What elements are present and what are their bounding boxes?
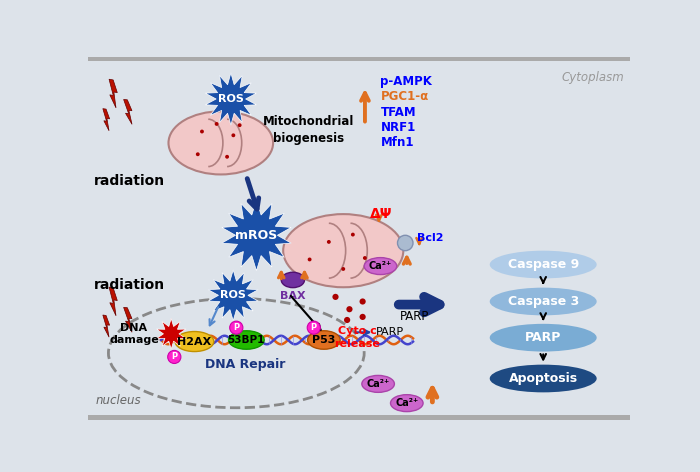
Text: TFAM: TFAM (381, 106, 416, 118)
Text: 53BP1: 53BP1 (228, 335, 265, 345)
Text: PARP: PARP (400, 311, 429, 323)
Polygon shape (124, 100, 132, 124)
Circle shape (363, 256, 367, 260)
Polygon shape (109, 79, 118, 108)
Text: P: P (311, 323, 317, 332)
Text: P53: P53 (312, 335, 335, 345)
Text: Ca²⁺: Ca²⁺ (395, 398, 419, 408)
Circle shape (360, 298, 365, 304)
Ellipse shape (307, 331, 340, 349)
Text: PGC1-α: PGC1-α (381, 90, 428, 103)
Text: p-AMPK: p-AMPK (381, 75, 433, 88)
Text: DNA Repair: DNA Repair (205, 358, 286, 371)
Text: PARP: PARP (376, 327, 404, 337)
Text: Apoptosis: Apoptosis (509, 372, 578, 385)
Circle shape (232, 134, 235, 137)
Circle shape (238, 123, 242, 127)
Text: P: P (172, 353, 177, 362)
Text: nucleus: nucleus (95, 394, 141, 407)
Text: NRF1: NRF1 (381, 121, 416, 134)
Text: BAX: BAX (280, 292, 306, 302)
Ellipse shape (490, 287, 596, 315)
Ellipse shape (490, 324, 596, 352)
Ellipse shape (281, 272, 304, 287)
Polygon shape (205, 73, 257, 125)
Ellipse shape (490, 365, 596, 392)
Text: ΔΨ: ΔΨ (370, 208, 393, 221)
Circle shape (360, 314, 365, 320)
Text: mROS: mROS (235, 229, 278, 242)
Polygon shape (124, 307, 132, 332)
Polygon shape (103, 315, 110, 337)
Circle shape (351, 233, 355, 236)
Circle shape (168, 350, 181, 363)
Circle shape (332, 294, 339, 300)
Text: H2AX: H2AX (177, 337, 211, 346)
Ellipse shape (364, 258, 397, 275)
Text: Ca²⁺: Ca²⁺ (369, 261, 392, 271)
Text: DNA
damage: DNA damage (109, 323, 159, 345)
Bar (88, 415, 630, 420)
Circle shape (225, 155, 229, 159)
Ellipse shape (228, 331, 264, 349)
Text: Caspase 3: Caspase 3 (508, 295, 579, 308)
Ellipse shape (169, 111, 273, 175)
Text: Mfn1: Mfn1 (381, 136, 414, 149)
Text: ROS: ROS (218, 94, 244, 104)
Polygon shape (109, 287, 118, 316)
Polygon shape (222, 200, 291, 271)
Text: PARP: PARP (525, 331, 561, 344)
Ellipse shape (362, 375, 394, 392)
Circle shape (342, 267, 345, 271)
Circle shape (308, 258, 312, 261)
Ellipse shape (490, 251, 596, 278)
Text: P: P (233, 323, 239, 332)
Circle shape (344, 317, 350, 323)
Ellipse shape (391, 395, 423, 412)
Circle shape (398, 235, 413, 251)
Circle shape (200, 130, 204, 134)
Text: Bcl2: Bcl2 (417, 233, 443, 244)
Circle shape (327, 240, 331, 244)
Ellipse shape (175, 331, 214, 352)
Circle shape (215, 122, 218, 126)
Text: Cytoplasm: Cytoplasm (561, 70, 624, 84)
Text: Caspase 9: Caspase 9 (508, 258, 579, 271)
Polygon shape (157, 319, 186, 349)
Circle shape (307, 321, 321, 334)
Polygon shape (209, 270, 258, 321)
Circle shape (196, 152, 200, 156)
Text: radiation: radiation (94, 174, 164, 188)
Text: Ca²⁺: Ca²⁺ (367, 379, 390, 389)
Text: radiation: radiation (94, 278, 164, 292)
Text: Mitochondrial
biogenesis: Mitochondrial biogenesis (262, 115, 354, 145)
Circle shape (230, 321, 243, 334)
Text: ROS: ROS (220, 290, 246, 300)
Circle shape (346, 306, 353, 312)
Ellipse shape (284, 214, 403, 287)
Bar (88, 57, 630, 61)
Polygon shape (103, 109, 110, 131)
Text: Cyto c
release: Cyto c release (335, 326, 380, 348)
